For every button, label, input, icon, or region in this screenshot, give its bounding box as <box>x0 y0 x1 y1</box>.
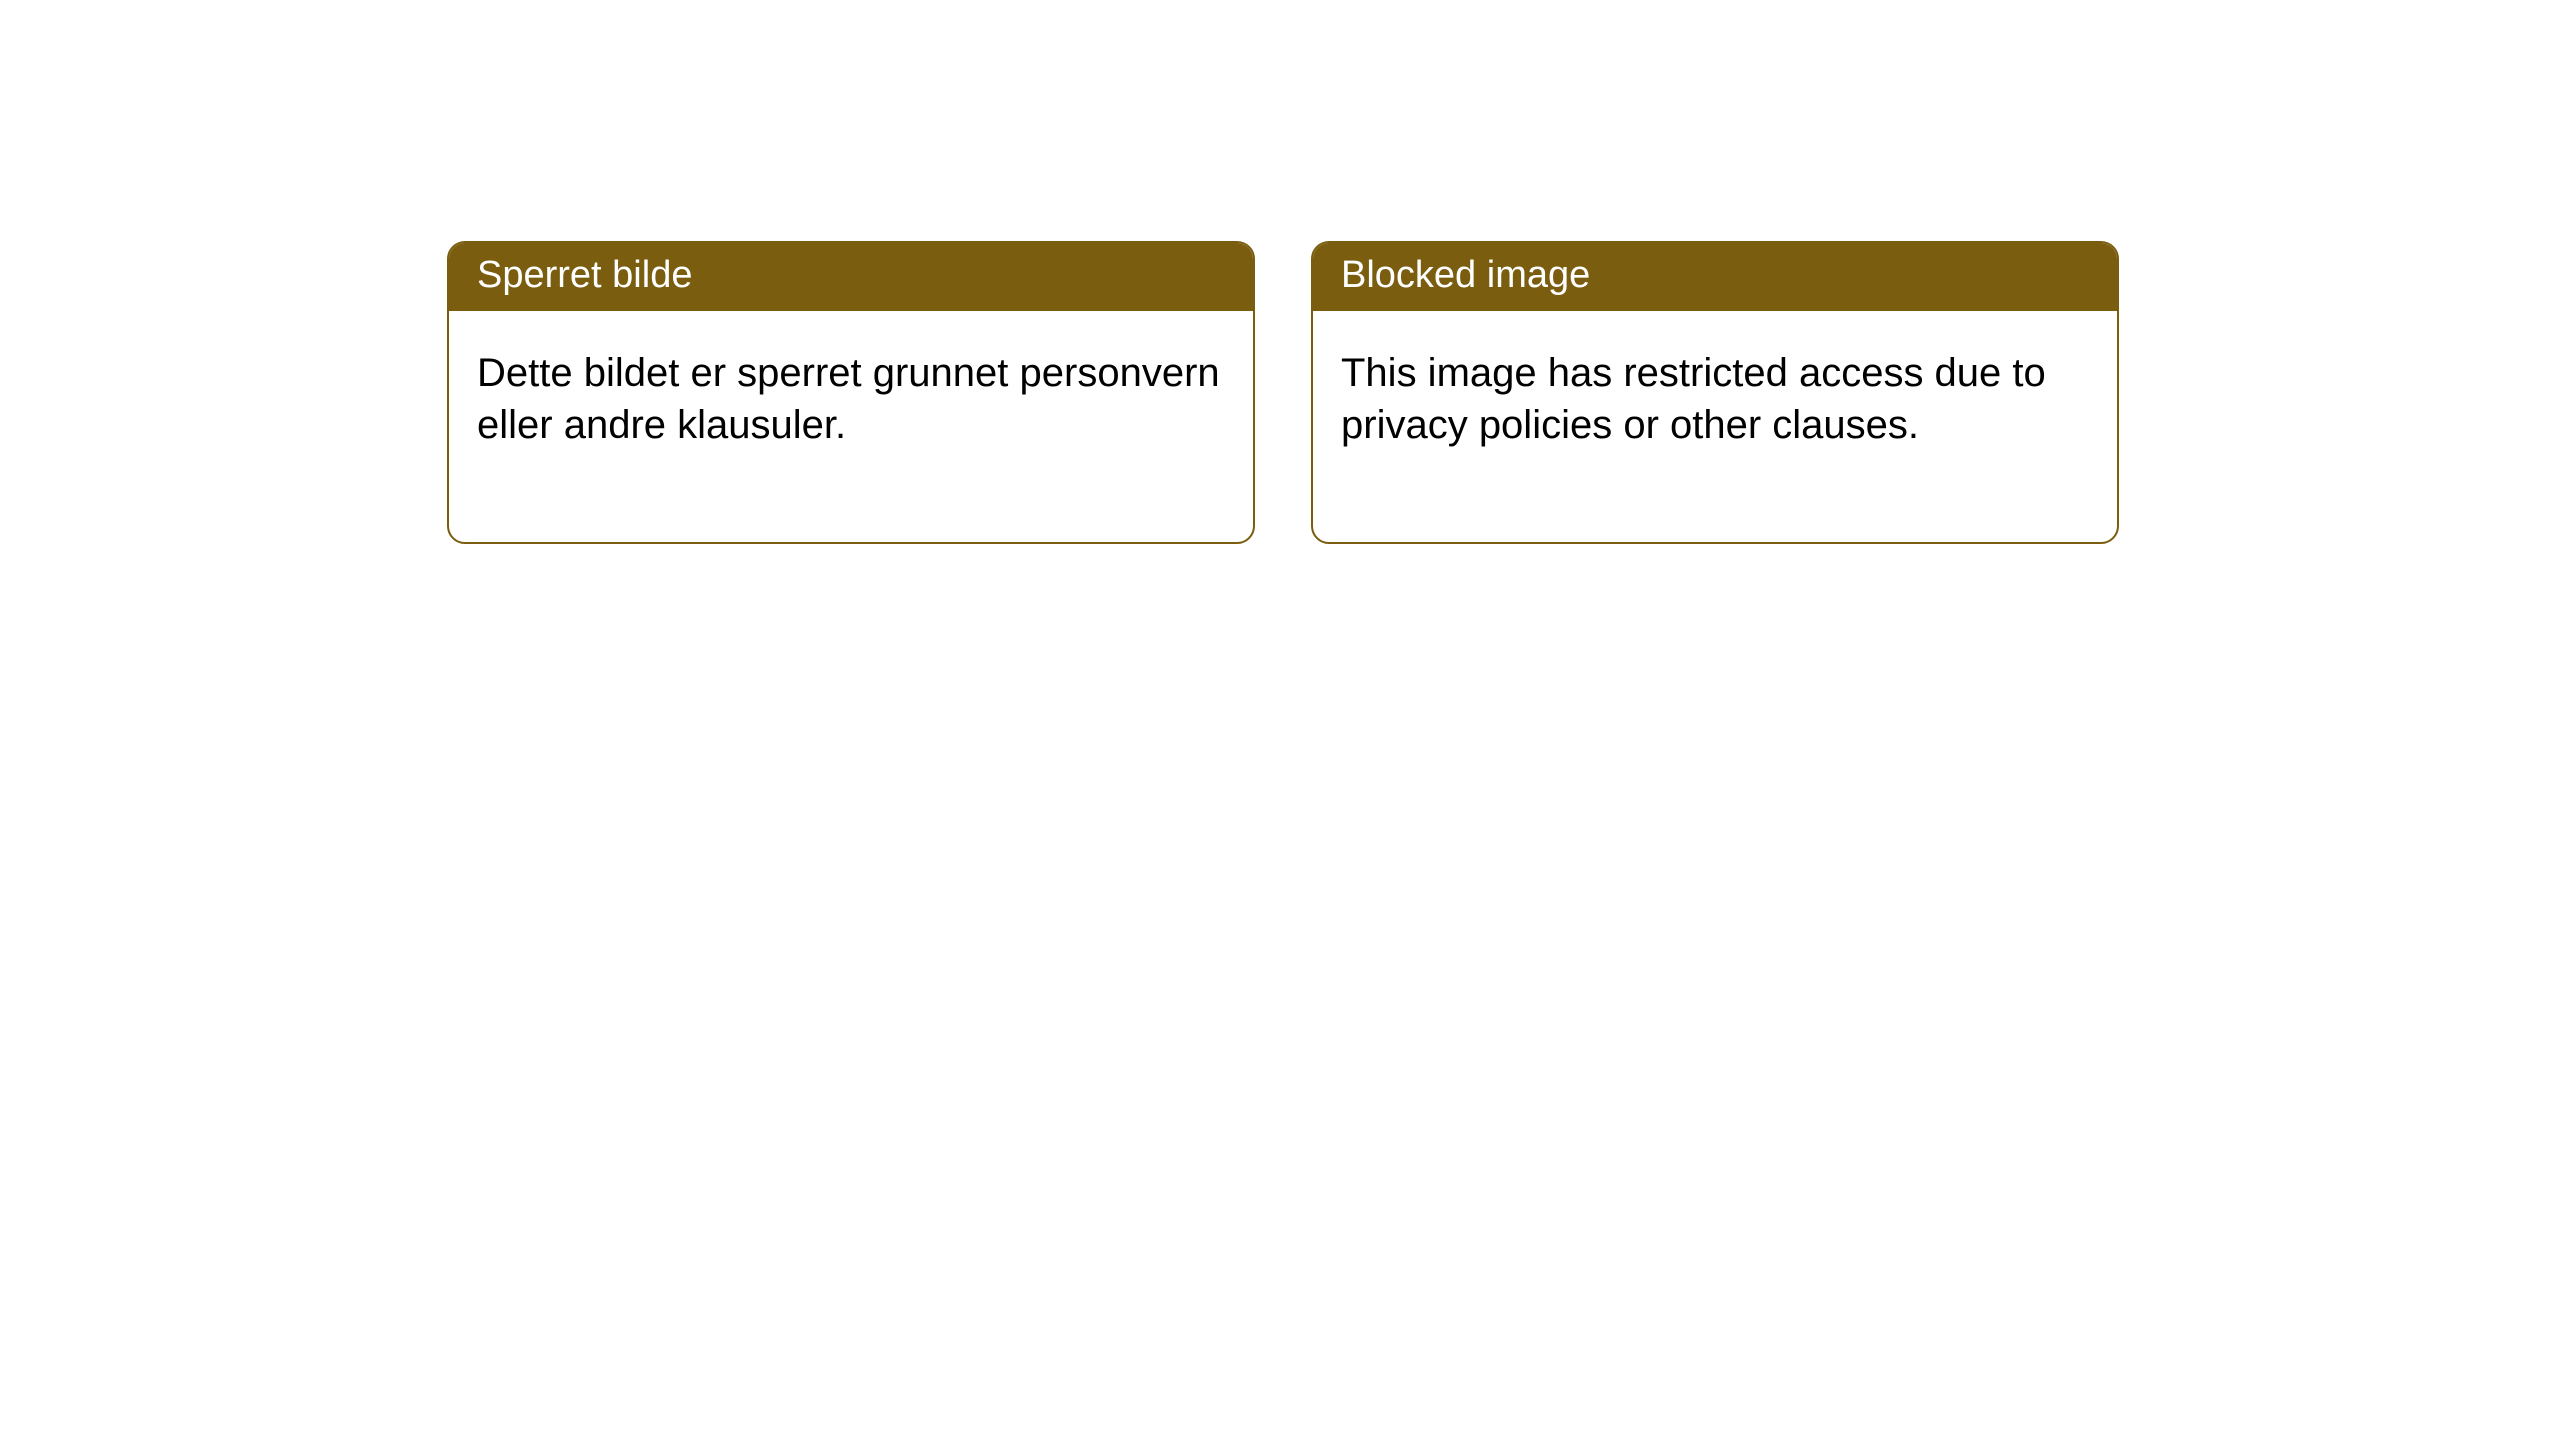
notice-body-english: This image has restricted access due to … <box>1313 311 2117 543</box>
notice-box-english: Blocked image This image has restricted … <box>1311 241 2119 544</box>
notice-title-norwegian: Sperret bilde <box>449 243 1253 311</box>
notice-container: Sperret bilde Dette bildet er sperret gr… <box>447 241 2119 544</box>
notice-body-norwegian: Dette bildet er sperret grunnet personve… <box>449 311 1253 543</box>
notice-box-norwegian: Sperret bilde Dette bildet er sperret gr… <box>447 241 1255 544</box>
notice-title-english: Blocked image <box>1313 243 2117 311</box>
